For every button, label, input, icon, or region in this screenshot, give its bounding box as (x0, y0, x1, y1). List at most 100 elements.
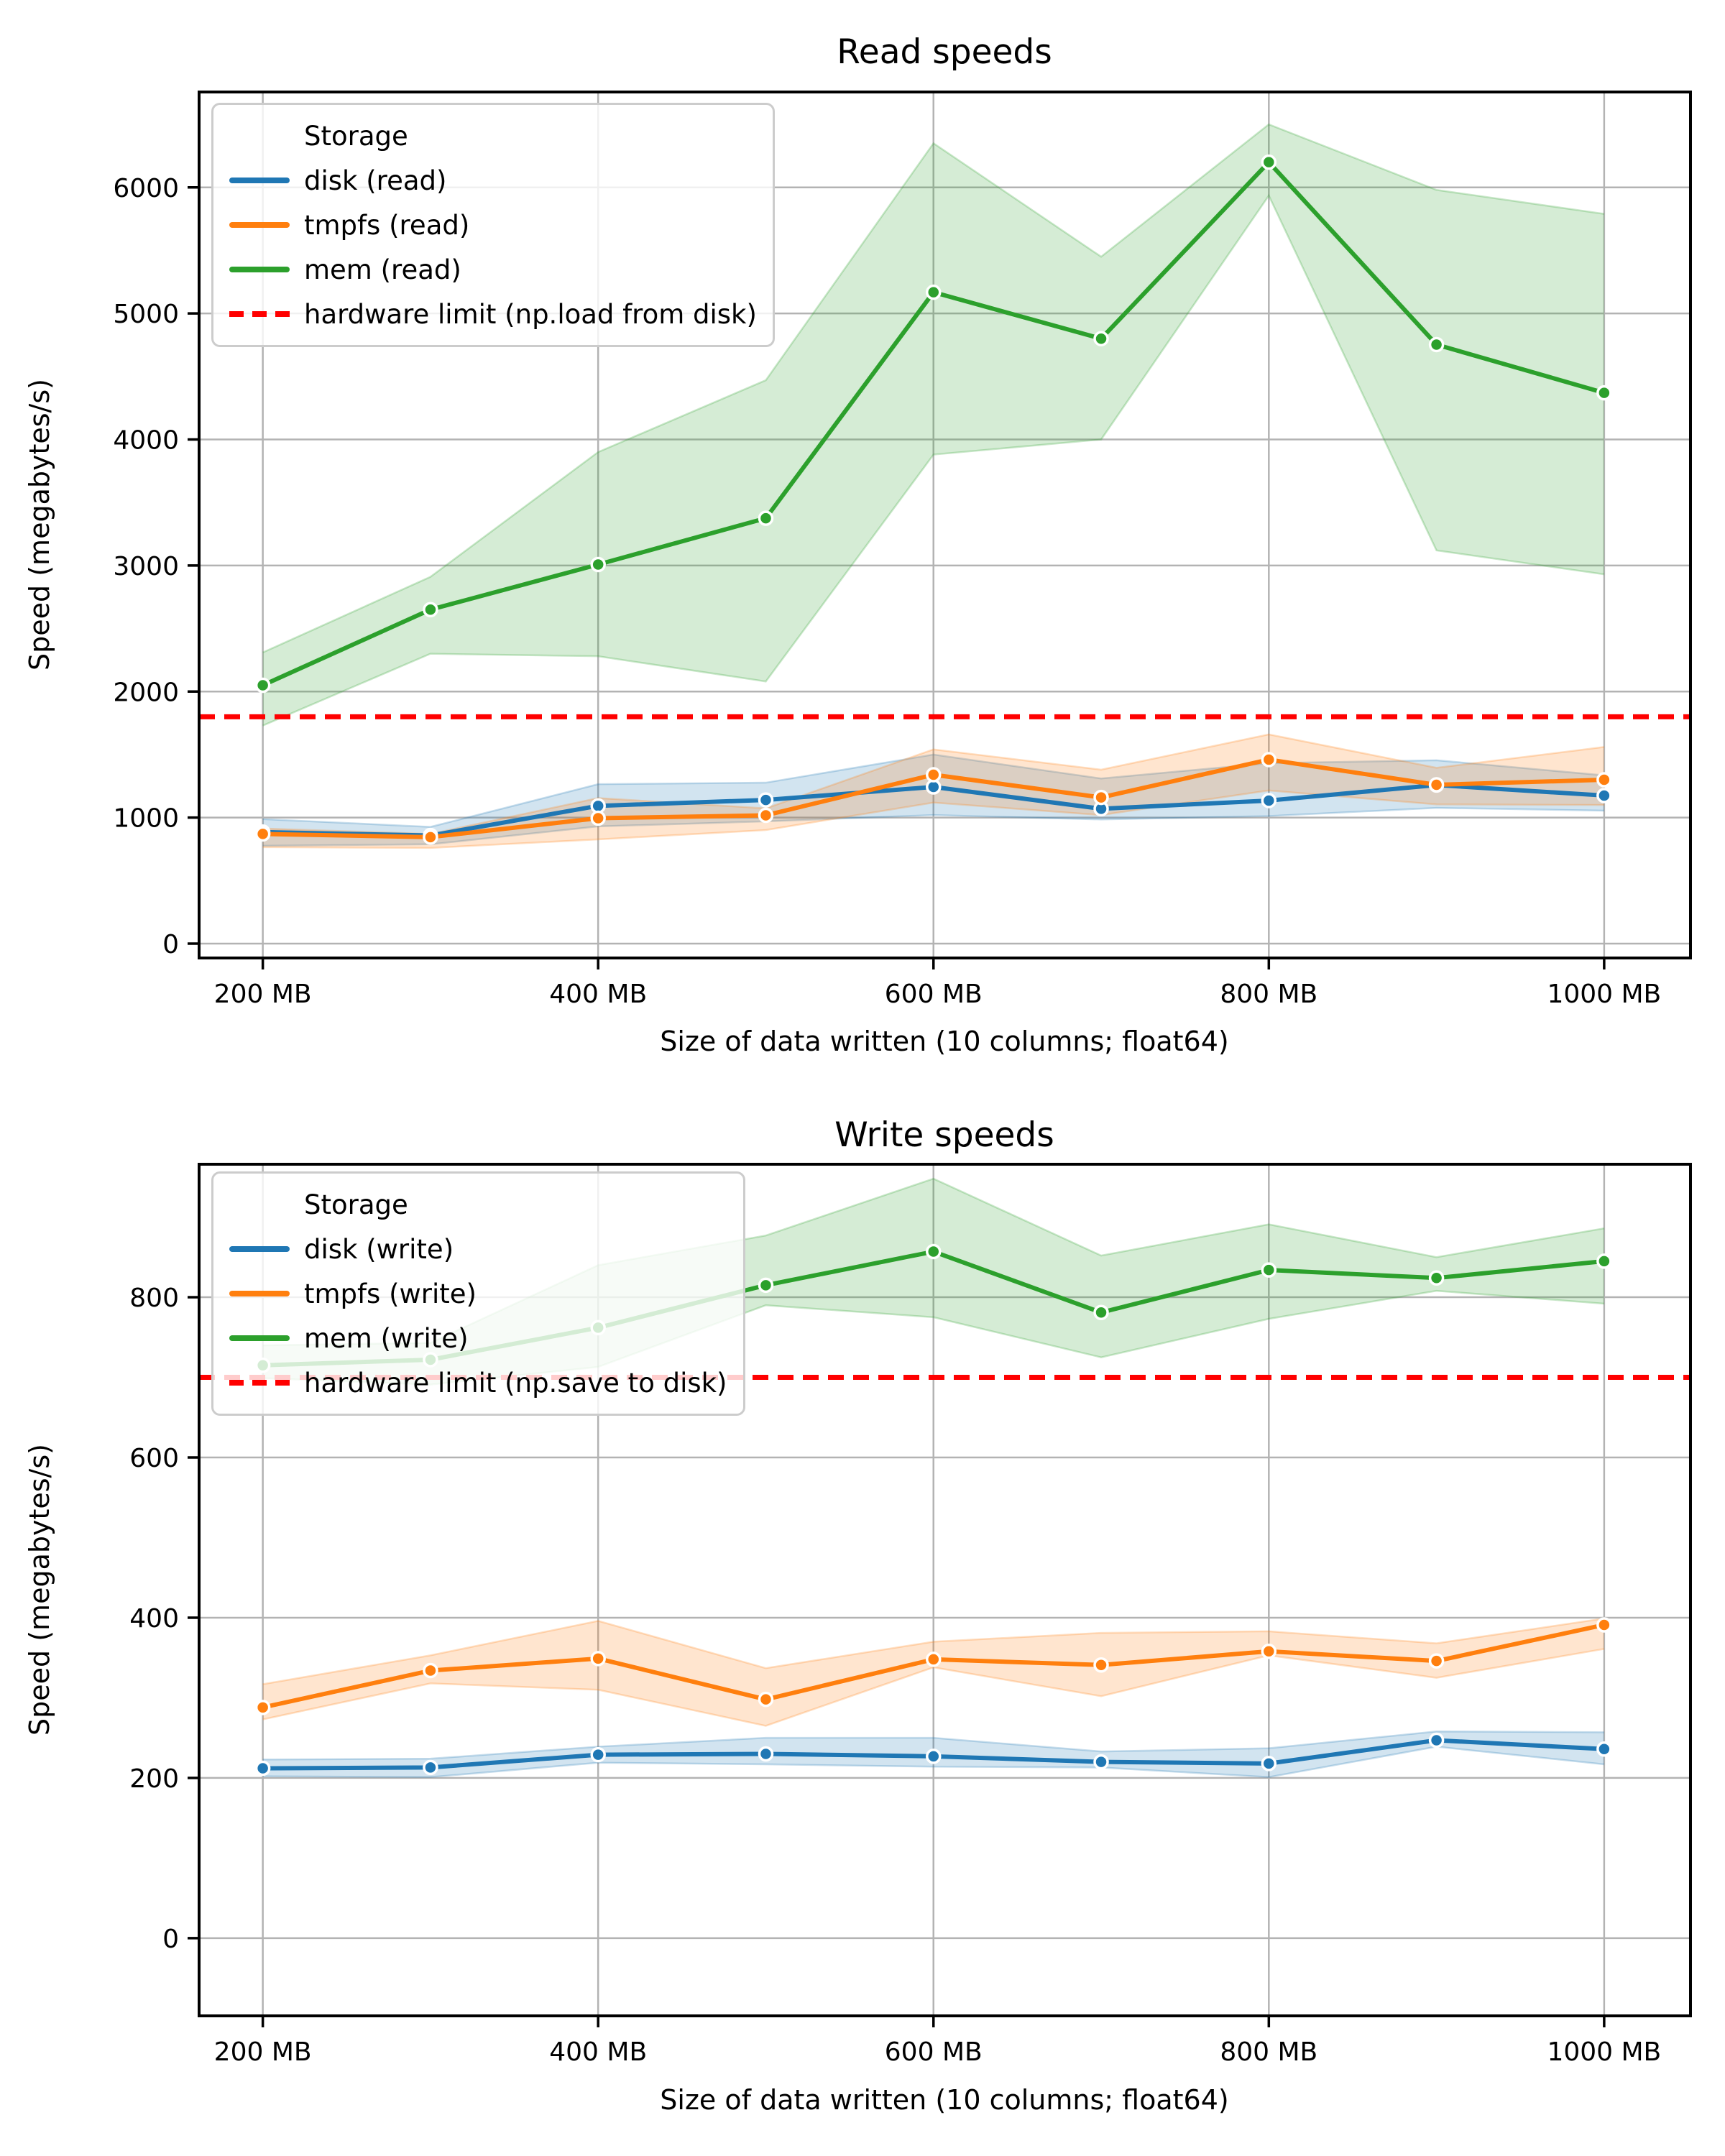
data-point-marker (758, 1746, 774, 1762)
data-point-marker (1261, 1644, 1277, 1659)
x-tick-label: 400 MB (549, 2037, 647, 2067)
read-speeds-figure: 200 MB 400 MB 600 MB 800 MB 1000 MB 0 1000 2000… (24, 32, 1692, 1057)
confidence-band-mem-read- (262, 124, 1604, 726)
data-point-marker (1428, 1732, 1445, 1749)
data-point-marker (926, 284, 942, 300)
x-tick-label: 400 MB (549, 980, 647, 1009)
hardware-limit-dashed-swatch (229, 311, 290, 317)
mem-write-line-swatch (229, 1335, 290, 1341)
data-point-marker (1261, 1262, 1277, 1278)
data-point-marker (758, 807, 774, 824)
axes-box (198, 1163, 1692, 2017)
data-point-marker (1428, 777, 1445, 793)
data-point-marker (1093, 1304, 1109, 1320)
data-point-marker (926, 1243, 942, 1260)
y-tick-label: 800 (129, 1284, 179, 1313)
x-tick-label: 600 MB (885, 980, 983, 1009)
data-point-marker (758, 510, 774, 526)
band-edge (262, 1648, 1605, 1727)
data-point-marker (926, 1749, 942, 1764)
write-legend-title: Storage (304, 1189, 408, 1220)
axes-box (198, 91, 1692, 959)
y-tick-label: 5000 (113, 300, 179, 329)
x-tick-label: 200 MB (214, 980, 312, 1009)
data-point-marker (1261, 793, 1277, 808)
write-legend-item-hardware-limit: hardware limit (np.save to disk) (229, 1360, 727, 1405)
y-tick-label: 4000 (113, 426, 179, 456)
write-legend-label-tmpfs: tmpfs (write) (304, 1278, 477, 1309)
y-tick-label: 400 (129, 1604, 179, 1634)
data-point-marker (1428, 1270, 1445, 1286)
data-point-marker (1596, 384, 1612, 401)
data-point-marker (1596, 1253, 1612, 1269)
band-edge (262, 1731, 1604, 1761)
data-point-marker (1093, 789, 1109, 806)
read-chart-title: Read speeds (837, 32, 1052, 72)
read-legend-label-mem: mem (read) (304, 254, 461, 285)
data-point-marker (1596, 1617, 1612, 1633)
band-edge (262, 123, 1605, 654)
ticks: 200 MB 400 MB 600 MB 800 MB 1000 MB 0 1000 2000… (113, 174, 1661, 1009)
write-legend-label-hardware-limit: hardware limit (np.save to disk) (304, 1367, 727, 1399)
y-tick-label: 3000 (113, 552, 179, 581)
data-point-marker (590, 798, 606, 814)
write-legend-item-tmpfs: tmpfs (write) (229, 1271, 727, 1316)
data-point-marker (590, 810, 606, 826)
y-tick-label: 0 (162, 1925, 179, 1954)
data-point-marker (254, 677, 271, 694)
data-point-marker (1261, 752, 1277, 768)
y-tick-label: 1000 (113, 804, 179, 834)
data-point-marker (590, 556, 606, 573)
band-edge (262, 1617, 1605, 1685)
write-legend-label-mem: mem (write) (304, 1322, 469, 1354)
data-point-marker (254, 1700, 271, 1715)
read-legend-item-mem: mem (read) (229, 247, 757, 292)
data-point-marker (1596, 772, 1612, 788)
x-tick-label: 800 MB (1220, 2037, 1317, 2067)
data-point-marker (1093, 1754, 1109, 1770)
read-legend-label-hardware-limit: hardware limit (np.load from disk) (304, 298, 757, 330)
read-x-axis-label: Size of data written (10 columns; float6… (660, 1026, 1228, 1057)
read-legend-item-tmpfs: tmpfs (read) (229, 203, 757, 247)
data-point-marker (423, 829, 438, 845)
disk-read-line-swatch (229, 178, 290, 183)
band-edge (262, 1746, 1604, 1779)
write-legend-label-disk: disk (write) (304, 1233, 454, 1265)
markers-mem-read- (254, 154, 1612, 694)
data-point-marker (590, 1651, 606, 1667)
write-legend-item-disk: disk (write) (229, 1227, 727, 1271)
data-point-marker (758, 792, 774, 808)
data-point-marker (590, 1746, 606, 1763)
x-tick-label: 600 MB (885, 2037, 983, 2067)
data-point-marker (1428, 1653, 1445, 1669)
markers-disk-write- (254, 1732, 1612, 1777)
hardware-limit-dashed-swatch (229, 1380, 290, 1386)
data-point-marker (254, 1760, 271, 1777)
band-edge (262, 806, 1604, 847)
ticks: 200 MB 400 MB 600 MB 800 MB 1000 MB 0 200 400 60… (129, 1284, 1661, 2067)
band-edge (262, 193, 1605, 727)
write-chart-title: Write speeds (834, 1115, 1054, 1155)
read-legend-label-disk: disk (read) (304, 165, 447, 196)
band-edge (262, 753, 1604, 828)
y-tick-label: 2000 (113, 678, 179, 707)
y-tick-label: 600 (129, 1444, 179, 1473)
data-point-marker (1261, 1756, 1277, 1772)
data-point-marker (254, 826, 271, 842)
x-tick-label: 1000 MB (1547, 2037, 1661, 2067)
mem-read-line-swatch (229, 267, 290, 272)
markers-tmpfs-write- (254, 1617, 1612, 1715)
x-tick-label: 800 MB (1220, 980, 1317, 1009)
write-y-axis-label: Speed (megabytes/s) (24, 1444, 55, 1736)
x-tick-label: 200 MB (214, 2037, 312, 2067)
data-point-marker (423, 602, 438, 618)
data-point-marker (926, 1651, 942, 1667)
data-point-marker (926, 767, 942, 783)
data-point-marker (423, 1662, 438, 1679)
data-point-marker (1093, 331, 1109, 346)
read-legend: Storage disk (read) tmpfs (read) mem (re… (211, 103, 775, 347)
read-legend-title: Storage (304, 120, 408, 152)
data-point-marker (1093, 1657, 1109, 1673)
y-tick-label: 0 (162, 930, 179, 959)
write-x-axis-label: Size of data written (10 columns; float6… (660, 2084, 1228, 2116)
